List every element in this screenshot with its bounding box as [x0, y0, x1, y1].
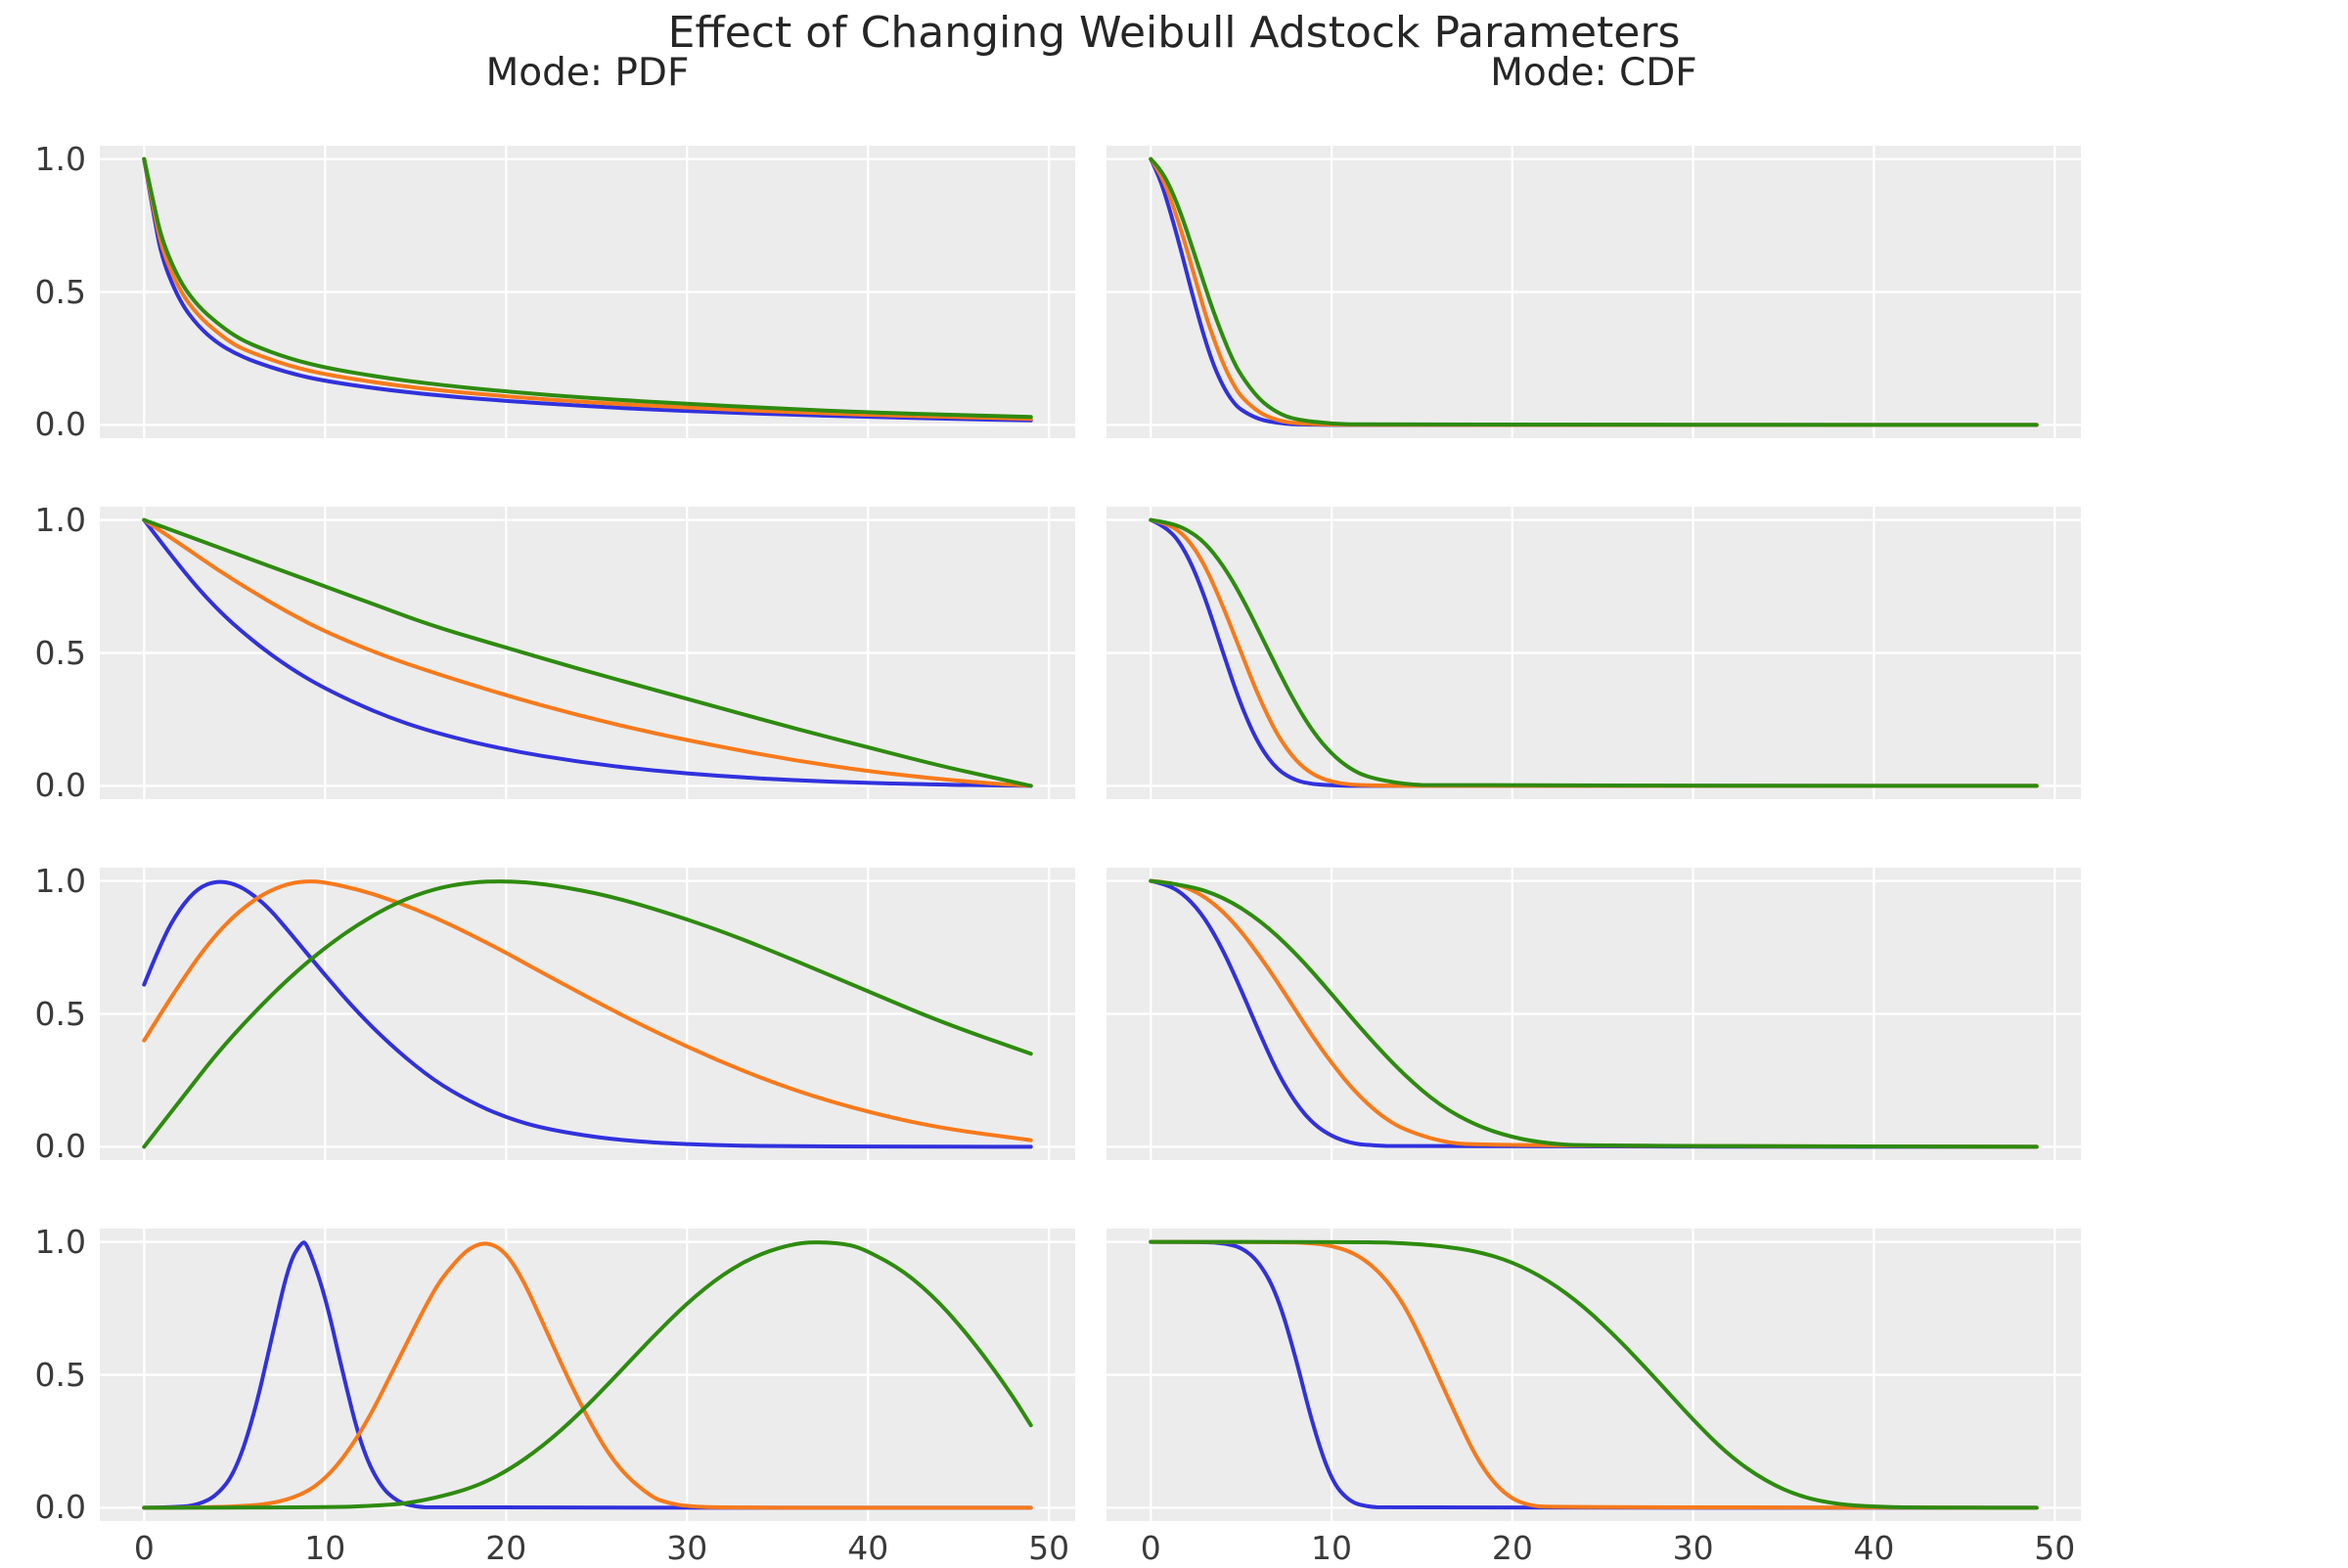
line-series-blue [142, 879, 1033, 1149]
column-title-cdf: Mode: CDF [1490, 51, 1697, 95]
y-tick-label: 0.0 [34, 1127, 86, 1166]
subplot-row3-pdf [100, 868, 1075, 1160]
plot-canvas [1106, 507, 2081, 799]
line-series-green [1149, 157, 2039, 427]
subplot-row2-cdf [1106, 507, 2081, 799]
y-tick-label: 0.5 [34, 633, 86, 672]
plot-canvas [100, 146, 1075, 438]
y-tick-label: 1.0 [34, 861, 86, 900]
subplot-row4-cdf [1106, 1229, 2081, 1521]
figure-title: Effect of Changing Weibull Adstock Param… [667, 8, 1681, 58]
subplot-row1-pdf [100, 146, 1075, 438]
line-series-orange [142, 879, 1033, 1142]
x-tick-label: 20 [485, 1529, 527, 1567]
subplot-row1-cdf [1106, 146, 2081, 438]
line-series-green [142, 1240, 1033, 1510]
line-series-orange [142, 517, 1033, 788]
x-tick-label: 0 [133, 1529, 155, 1567]
x-tick-label: 30 [1672, 1529, 1714, 1567]
plot-canvas [100, 507, 1075, 799]
column-title-pdf: Mode: PDF [485, 51, 690, 95]
y-tick-label: 1.0 [34, 1222, 86, 1261]
x-tick-label: 50 [1028, 1529, 1070, 1567]
line-series-blue [1149, 878, 2039, 1149]
x-tick-label: 10 [304, 1529, 346, 1567]
line-series-green [142, 157, 1033, 420]
plot-canvas [100, 868, 1075, 1160]
y-tick-label: 0.0 [34, 405, 86, 444]
line-series-orange [142, 157, 1033, 422]
line-series-orange [142, 1241, 1033, 1510]
x-tick-label: 10 [1311, 1529, 1353, 1567]
y-tick-label: 0.5 [34, 272, 86, 311]
plot-canvas [100, 1229, 1075, 1521]
plot-canvas [1106, 146, 2081, 438]
x-tick-label: 20 [1491, 1529, 1533, 1567]
subplot-row3-cdf [1106, 868, 2081, 1160]
line-series-blue [142, 517, 1033, 788]
x-tick-label: 40 [847, 1529, 889, 1567]
line-series-green [1149, 1239, 2039, 1510]
line-series-green [1149, 878, 2039, 1149]
y-tick-label: 0.5 [34, 1355, 86, 1394]
y-tick-label: 1.0 [34, 139, 86, 178]
y-tick-label: 0.0 [34, 1488, 86, 1527]
plot-canvas [1106, 868, 2081, 1160]
line-series-blue [142, 157, 1033, 423]
line-series-green [1149, 517, 2039, 788]
subplot-row2-pdf [100, 507, 1075, 799]
line-series-blue [1149, 1239, 2039, 1510]
line-series-orange [1149, 1239, 2039, 1510]
subplot-row4-pdf [100, 1229, 1075, 1521]
y-tick-label: 0.5 [34, 994, 86, 1033]
line-series-green [142, 517, 1033, 788]
y-tick-label: 1.0 [34, 500, 86, 539]
line-series-green [142, 879, 1033, 1149]
x-tick-label: 30 [666, 1529, 708, 1567]
y-tick-label: 0.0 [34, 766, 86, 805]
line-series-orange [1149, 878, 2039, 1149]
x-tick-label: 40 [1853, 1529, 1895, 1567]
plot-canvas [1106, 1229, 2081, 1521]
x-tick-label: 50 [2034, 1529, 2076, 1567]
x-tick-label: 0 [1140, 1529, 1161, 1567]
